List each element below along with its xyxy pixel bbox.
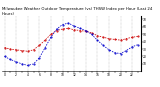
Text: Milwaukee Weather Outdoor Temperature (vs) THSW Index per Hour (Last 24 Hours): Milwaukee Weather Outdoor Temperature (v… [2,7,152,16]
